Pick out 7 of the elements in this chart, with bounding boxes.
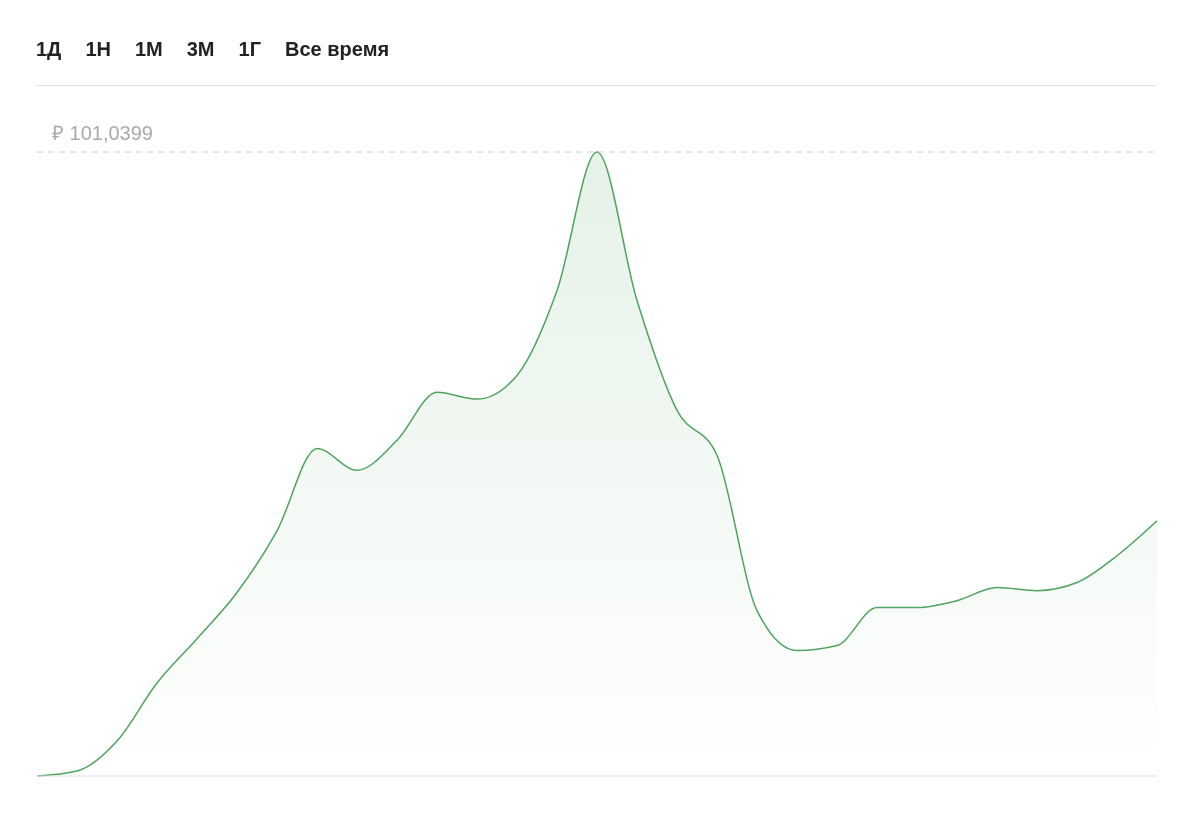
ref-line-label: ₽ 101,0399 bbox=[52, 122, 153, 144]
text: 1Г bbox=[238, 38, 262, 61]
text: 1Д bbox=[36, 38, 62, 61]
text: 1М bbox=[134, 38, 163, 61]
text: 1Н bbox=[85, 38, 111, 61]
text: Все время bbox=[285, 38, 390, 61]
text: 3М bbox=[186, 38, 215, 61]
